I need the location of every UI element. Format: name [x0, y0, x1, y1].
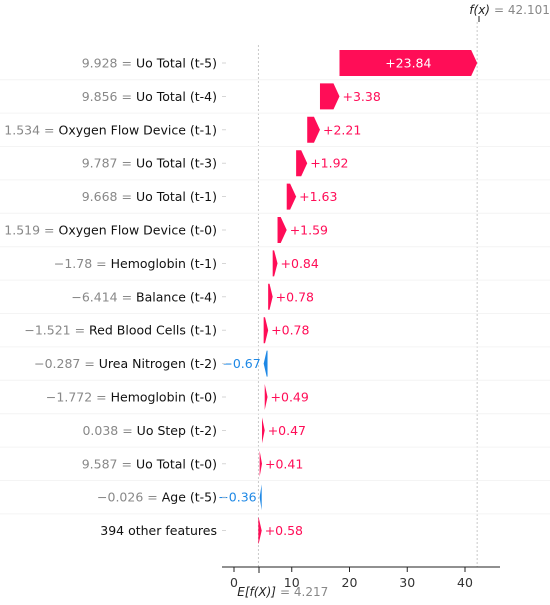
- feature-value: 0.038 =: [82, 423, 136, 438]
- feature-name: Uo Total (t-0): [136, 456, 217, 471]
- contribution-label: +0.84: [281, 256, 319, 271]
- contribution-label: −0.36: [218, 490, 256, 505]
- feature-value: −0.287 =: [34, 356, 99, 371]
- feature-name: Oxygen Flow Device (t-1): [58, 122, 217, 137]
- contribution-label: +0.49: [271, 390, 309, 405]
- feature-name: Uo Total (t-1): [136, 189, 217, 204]
- contribution-label: +0.41: [265, 456, 303, 471]
- contribution-label: −0.67: [222, 356, 260, 371]
- x-tick-label: 40: [457, 575, 473, 590]
- waterfall-bar: [264, 384, 268, 410]
- feature-label: 9.668 = Uo Total (t-1): [82, 189, 217, 204]
- contribution-label: +3.38: [342, 89, 380, 104]
- feature-name: Red Blood Cells (t-1): [89, 323, 217, 338]
- waterfall-bar: [263, 317, 269, 344]
- contribution-label: +0.47: [268, 423, 306, 438]
- waterfall-bar: [339, 50, 478, 76]
- x-tick-label: 30: [399, 575, 415, 590]
- waterfall-bar: [259, 450, 262, 477]
- feature-label: −0.287 = Urea Nitrogen (t-2): [34, 356, 217, 371]
- output-value-text: = 42.101: [494, 3, 550, 17]
- waterfall-bar: [263, 350, 268, 377]
- output-value-label: f(x): [469, 3, 490, 17]
- feature-value: −1.772 =: [46, 390, 111, 405]
- feature-name: Uo Total (t-4): [136, 89, 217, 104]
- waterfall-bar: [272, 250, 278, 277]
- waterfall-bar: [268, 283, 273, 310]
- feature-name: Uo Total (t-3): [136, 156, 217, 171]
- contribution-label: +1.63: [299, 189, 337, 204]
- feature-name: Balance (t-4): [136, 289, 217, 304]
- feature-label: 9.856 = Uo Total (t-4): [82, 89, 217, 104]
- waterfall-bar: [261, 417, 265, 444]
- feature-name: Oxygen Flow Device (t-0): [58, 223, 217, 238]
- contribution-label: +23.84: [385, 56, 431, 71]
- waterfall-bar: [319, 83, 340, 110]
- feature-label: −1.772 = Hemoglobin (t-0): [46, 390, 217, 405]
- feature-value: 9.668 =: [82, 189, 136, 204]
- feature-label: −1.78 = Hemoglobin (t-1): [54, 256, 217, 271]
- feature-value: 9.787 =: [82, 156, 136, 171]
- feature-label: 1.519 = Oxygen Flow Device (t-0): [4, 223, 217, 238]
- feature-label: 9.787 = Uo Total (t-3): [82, 156, 217, 171]
- feature-value: −1.78 =: [54, 256, 111, 271]
- feature-name: 394 other features: [100, 523, 217, 538]
- feature-label: −0.026 = Age (t-5): [97, 490, 217, 505]
- x-tick-label: 10: [284, 575, 300, 590]
- feature-name: Urea Nitrogen (t-2): [99, 356, 217, 371]
- feature-label: −1.521 = Red Blood Cells (t-1): [24, 323, 217, 338]
- contribution-label: +1.92: [310, 156, 348, 171]
- feature-value: −0.026 =: [97, 490, 162, 505]
- feature-value: 1.519 =: [4, 223, 58, 238]
- feature-name: Uo Total (t-5): [136, 56, 217, 71]
- feature-value: −6.414 =: [71, 289, 136, 304]
- contribution-label: +0.58: [265, 523, 303, 538]
- feature-label: 1.534 = Oxygen Flow Device (t-1): [4, 122, 217, 137]
- feature-name: Hemoglobin (t-1): [111, 256, 217, 271]
- waterfall-bar: [277, 217, 287, 243]
- contribution-label: +1.59: [290, 223, 328, 238]
- x-tick-label: 0: [230, 575, 238, 590]
- feature-label: 9.587 = Uo Total (t-0): [82, 456, 217, 471]
- contribution-label: +0.78: [271, 323, 309, 338]
- waterfall-bar: [307, 116, 320, 143]
- waterfall-bar: [258, 517, 262, 544]
- feature-value: −1.521 =: [24, 323, 89, 338]
- feature-name: Uo Step (t-2): [137, 423, 217, 438]
- feature-value: 1.534 =: [4, 122, 58, 137]
- base-value-label: E[f(X)]: [237, 585, 276, 599]
- waterfall-bar: [259, 484, 262, 511]
- feature-value: 9.587 =: [82, 456, 136, 471]
- contribution-label: +2.21: [323, 122, 361, 137]
- feature-name: Age (t-5): [162, 490, 217, 505]
- feature-value: 9.928 =: [82, 56, 136, 71]
- base-value-text: = 4.217: [280, 585, 328, 599]
- feature-label: 394 other features: [100, 523, 217, 538]
- feature-label: 0.038 = Uo Step (t-2): [82, 423, 217, 438]
- feature-value: 9.856 =: [82, 89, 136, 104]
- feature-label: −6.414 = Balance (t-4): [71, 289, 217, 304]
- contribution-label: +0.78: [276, 289, 314, 304]
- x-tick-label: 20: [342, 575, 358, 590]
- waterfall-bar: [286, 183, 297, 210]
- waterfall-bar: [296, 150, 308, 177]
- feature-name: Hemoglobin (t-0): [111, 390, 217, 405]
- feature-label: 9.928 = Uo Total (t-5): [82, 56, 217, 71]
